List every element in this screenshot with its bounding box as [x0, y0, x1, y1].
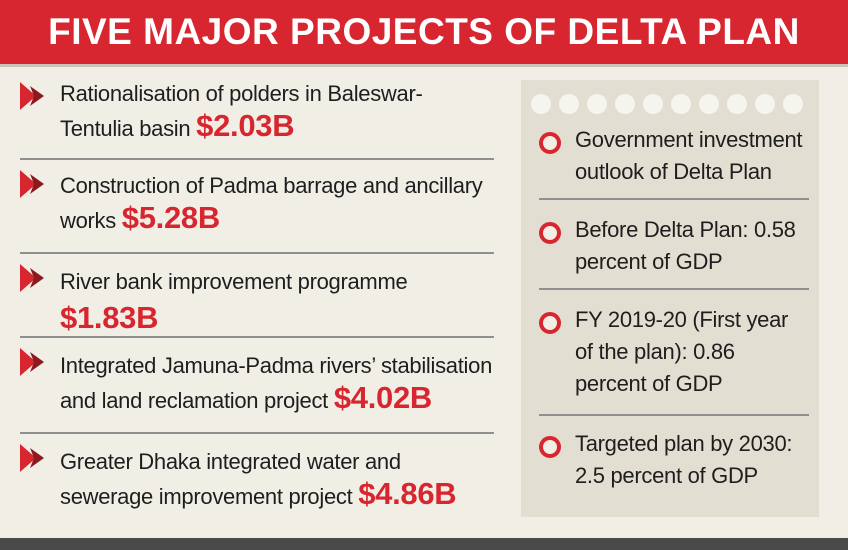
binder-hole [699, 94, 719, 114]
binder-hole [531, 94, 551, 114]
binder-hole [671, 94, 691, 114]
project-item: Integrated Jamuna-Padma rivers’ stabilis… [20, 338, 494, 434]
project-item: River bank improvement programme $1.83B [20, 254, 494, 338]
info-divider [539, 414, 809, 416]
project-amount: $4.02B [333, 380, 432, 415]
project-description: River bank improvement programme [60, 269, 408, 294]
project-amount: $2.03B [196, 108, 295, 143]
header-divider [0, 64, 848, 67]
project-item: Rationalisation of polders in Baleswar-T… [20, 72, 494, 160]
project-amount: $4.86B [358, 476, 457, 511]
projects-list: Rationalisation of polders in Baleswar-T… [20, 72, 494, 522]
info-text: Targeted plan by 2030: 2.5 percent of GD… [575, 431, 793, 488]
binder-holes [521, 94, 819, 118]
info-item: Before Delta Plan: 0.58 percent of GDP [539, 214, 809, 278]
double-chevron-right-icon [20, 348, 44, 376]
info-item: Targeted plan by 2030: 2.5 percent of GD… [539, 428, 809, 492]
binder-hole [755, 94, 775, 114]
project-description: Rationalisation of polders in Baleswar-T… [60, 81, 423, 141]
binder-hole [727, 94, 747, 114]
red-ring-icon [539, 222, 561, 244]
binder-hole [783, 94, 803, 114]
footer-bar [0, 538, 848, 550]
info-item: FY 2019-20 (First year of the plan): 0.8… [539, 304, 809, 400]
binder-hole [559, 94, 579, 114]
project-amount: $5.28B [121, 200, 220, 235]
double-chevron-right-icon [20, 82, 44, 110]
info-divider [539, 198, 809, 200]
project-item: Construction of Padma barrage and ancill… [20, 160, 494, 254]
info-text: Before Delta Plan: 0.58 percent of GDP [575, 217, 796, 274]
double-chevron-right-icon [20, 170, 44, 198]
binder-hole [643, 94, 663, 114]
double-chevron-right-icon [20, 444, 44, 472]
info-divider [539, 288, 809, 290]
red-ring-icon [539, 312, 561, 334]
project-description: Greater Dhaka integrated water and sewer… [60, 449, 401, 509]
red-ring-icon [539, 132, 561, 154]
project-description: Construction of Padma barrage and ancill… [60, 173, 483, 233]
red-ring-icon [539, 436, 561, 458]
page-title: FIVE MAJOR PROJECTS OF DELTA PLAN [48, 11, 800, 52]
project-amount: $1.83B [60, 300, 159, 335]
info-item: Government investment outlook of Delta P… [539, 124, 809, 188]
binder-hole [587, 94, 607, 114]
binder-hole [615, 94, 635, 114]
project-description: Integrated Jamuna-Padma rivers’ stabilis… [60, 353, 493, 413]
header-banner: FIVE MAJOR PROJECTS OF DELTA PLAN [0, 0, 848, 64]
info-text: Government investment outlook of Delta P… [575, 127, 803, 184]
info-text: FY 2019-20 (First year of the plan): 0.8… [575, 307, 789, 396]
project-item: Greater Dhaka integrated water and sewer… [20, 434, 494, 522]
investment-panel: Government investment outlook of Delta P… [521, 80, 819, 517]
double-chevron-right-icon [20, 264, 44, 292]
